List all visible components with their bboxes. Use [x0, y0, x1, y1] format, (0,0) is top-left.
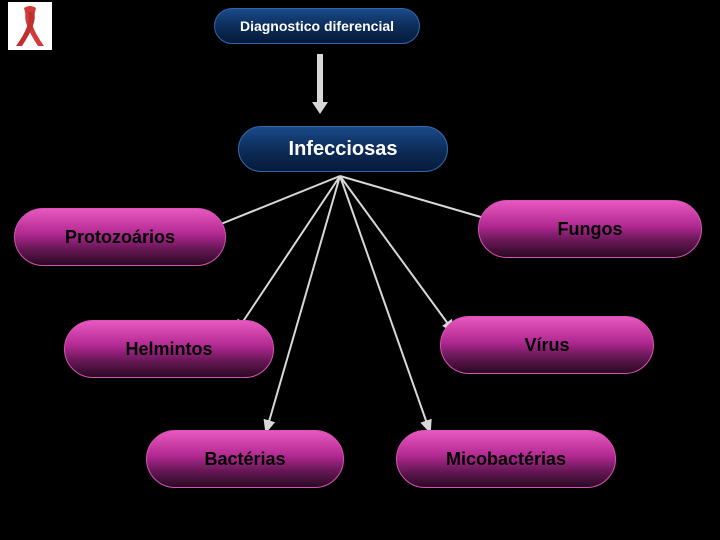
- fungos-label: Fungos: [558, 219, 623, 240]
- arrow-main: [312, 54, 328, 114]
- title-node: Diagnostico diferencial: [214, 8, 420, 44]
- protozoarios-label: Protozoários: [65, 227, 175, 248]
- awareness-ribbon-icon: [8, 2, 52, 50]
- helmintos-node: Helmintos: [64, 320, 274, 378]
- bacterias-label: Bactérias: [204, 449, 285, 470]
- infecciosas-node: Infecciosas: [238, 126, 448, 172]
- protozoarios-node: Protozoários: [14, 208, 226, 266]
- infecciosas-label: Infecciosas: [289, 138, 398, 161]
- virus-node: Vírus: [440, 316, 654, 374]
- arrow-fan: [206, 176, 498, 432]
- title-label: Diagnostico diferencial: [240, 18, 394, 34]
- micobacterias-label: Micobactérias: [446, 449, 566, 470]
- bacterias-node: Bactérias: [146, 430, 344, 488]
- helmintos-label: Helmintos: [125, 339, 212, 360]
- virus-label: Vírus: [524, 335, 569, 356]
- micobacterias-node: Micobactérias: [396, 430, 616, 488]
- fungos-node: Fungos: [478, 200, 702, 258]
